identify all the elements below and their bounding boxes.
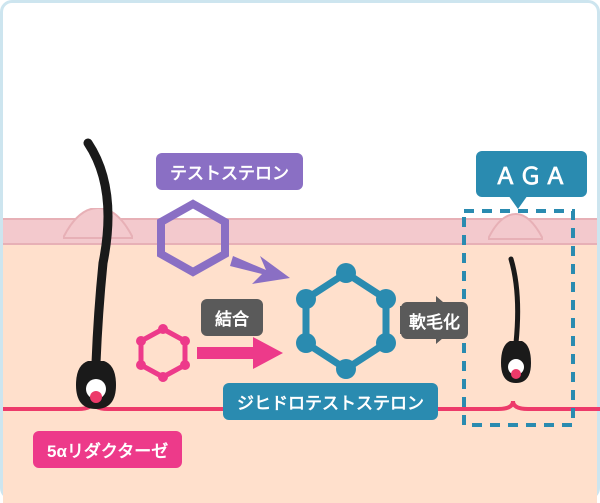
dht-label: ジヒドロテストステロン [223,383,438,420]
soft-label: 軟毛化 [401,302,468,339]
combine-label: 結合 [201,299,263,336]
aga-dashed-box [461,208,576,428]
testosterone-hexagon [153,198,233,278]
arrow-reductase [193,335,288,375]
testosterone-label: テストステロン [156,153,303,190]
arrow-testosterone [228,248,298,293]
dht-hexagon [288,261,403,379]
reductase-label: 5αリダクターゼ [33,431,182,468]
aga-label: ＡＧＡ [476,151,587,197]
reductase-hexagon [131,321,195,385]
